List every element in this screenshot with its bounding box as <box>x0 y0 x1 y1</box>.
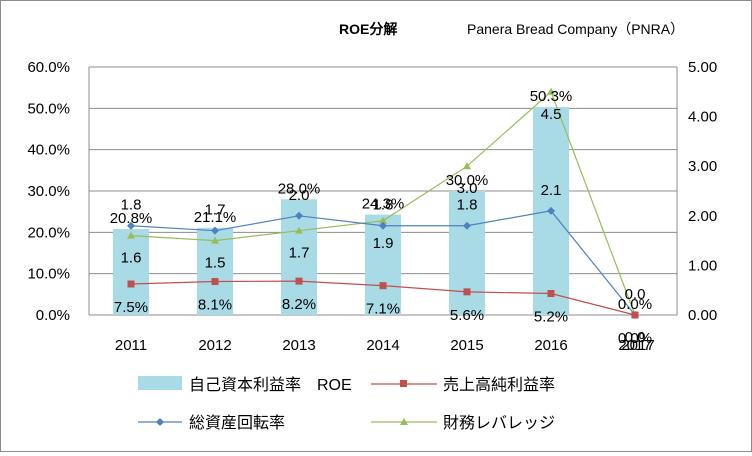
margin-marker <box>379 282 387 290</box>
turnover-marker <box>211 226 219 235</box>
margin-marker <box>211 278 219 286</box>
turnover-marker <box>127 221 135 230</box>
roe-data-label: 20.8% <box>110 210 153 227</box>
margin-data-label: 0.0% <box>618 330 652 347</box>
turnover-data-label: 1.8 <box>457 197 478 214</box>
margin-data-label: 5.6% <box>450 307 484 324</box>
margin-data-label: 8.1% <box>198 297 232 314</box>
left-tick-label: 20.0% <box>27 224 70 241</box>
margin-marker <box>547 290 555 298</box>
right-tick-label: 2.00 <box>688 208 717 225</box>
margin-marker <box>463 288 471 296</box>
roe-data-label: 24.3% <box>362 196 405 213</box>
margin-marker <box>295 277 303 285</box>
turnover-data-label: 1.8 <box>373 197 394 214</box>
legend-marker-leverage <box>400 418 408 425</box>
roe-bar <box>364 214 402 315</box>
right-tick-label: 5.00 <box>688 59 717 76</box>
margin-data-label: 7.1% <box>366 301 400 318</box>
legend-marker-turnover <box>156 418 164 426</box>
turnover-marker <box>379 221 387 230</box>
left-tick-label: 0.0% <box>36 307 70 324</box>
margin-marker <box>127 280 135 288</box>
legend-swatch-roe <box>138 376 182 390</box>
data-labels: 20.8% 21.1% 28.0% 24.3% 30.0% 50.3% 0.0% 7.5% 8.… <box>110 88 652 347</box>
roe-data-label: 0.0% <box>618 296 652 313</box>
legend-label-margin: 売上高純利益率 <box>443 376 555 394</box>
turnover-data-label: 1.7 <box>205 202 226 219</box>
margin-marker <box>631 311 639 319</box>
category-label: 2011 <box>115 337 147 354</box>
leverage-data-label: 3.0 <box>457 180 478 197</box>
leverage-marker <box>295 226 303 234</box>
leverage-marker <box>127 231 135 239</box>
category-label: 2017 <box>618 337 651 354</box>
leverage-data-label: 4.5 <box>541 106 562 123</box>
leverage-marker <box>379 216 387 224</box>
turnover-marker <box>295 211 303 220</box>
roe-data-label: 21.1% <box>194 209 237 226</box>
roe-data-label: 28.0% <box>278 180 321 197</box>
right-tick-label: 3.00 <box>688 158 717 175</box>
right-tick-label: 4.00 <box>688 109 717 126</box>
left-tick-label: 40.0% <box>27 142 70 159</box>
leverage-data-label: 1.9 <box>373 235 394 252</box>
right-axis-ticks: 0.00 1.00 2.00 3.00 4.00 5.00 <box>688 59 717 324</box>
left-tick-label: 60.0% <box>27 59 70 76</box>
legend-label-turnover: 総資産回転率 <box>189 414 285 432</box>
leverage-data-label: 0.0 <box>625 329 646 346</box>
left-tick-label: 30.0% <box>27 183 70 200</box>
legend-label-leverage: 財務レバレッジ <box>443 414 555 432</box>
leverage-marker <box>547 87 555 95</box>
roe-bar <box>112 229 150 315</box>
left-tick-label: 50.0% <box>27 100 70 117</box>
legend-marker-margin <box>400 380 407 387</box>
leverage-marker <box>463 162 471 170</box>
left-axis-ticks: 0.0% 10.0% 20.0% 30.0% 40.0% 50.0% 60.0% <box>27 59 70 324</box>
roe-data-label: 30.0% <box>446 172 489 189</box>
turnover-data-label: 0.0 <box>625 286 646 303</box>
margin-data-label: 5.2% <box>534 309 568 326</box>
legend: 自己資本利益率 ROE 売上高純利益率 総資産回転率 財務レバレッジ <box>138 376 555 432</box>
turnover-data-label: 2.0 <box>289 187 310 204</box>
right-tick-label: 1.00 <box>688 257 717 274</box>
category-label: 2012 <box>198 337 231 354</box>
legend-label-roe: 自己資本利益率 ROE <box>189 376 352 394</box>
category-label: 2014 <box>366 337 399 354</box>
company-name: Panera Bread Company（PNRA） <box>467 21 684 37</box>
leverage-marker <box>211 236 219 244</box>
margin-data-label: 7.5% <box>114 299 148 316</box>
turnover-data-label: 1.8 <box>121 197 142 214</box>
leverage-data-label: 1.5 <box>205 255 226 272</box>
category-label: 2013 <box>282 337 315 354</box>
category-label: 2017 <box>621 337 654 354</box>
series-lines <box>127 87 639 319</box>
leverage-data-label: 1.6 <box>121 250 142 267</box>
turnover-marker <box>547 206 555 215</box>
category-label: 2015 <box>450 337 483 354</box>
category-label: 2016 <box>534 337 567 354</box>
turnover-marker <box>463 221 471 230</box>
leverage-data-label: 1.7 <box>289 245 310 262</box>
turnover-data-label: 2.1 <box>541 182 562 199</box>
chart-title: ROE分解 <box>339 21 397 37</box>
margin-data-label: 8.2% <box>282 296 316 313</box>
roe-data-label: 50.3% <box>530 88 573 105</box>
left-tick-label: 10.0% <box>27 266 70 283</box>
right-tick-label: 0.00 <box>688 307 717 324</box>
